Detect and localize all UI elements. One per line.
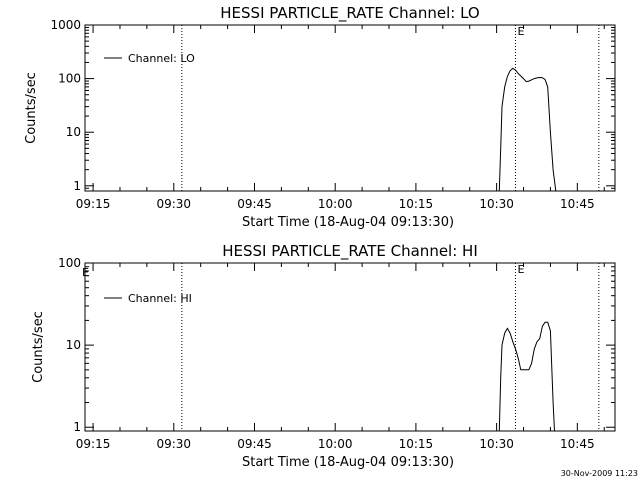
x-tick-label: 09:15 [76, 197, 111, 211]
y-tick-label: 100 [58, 72, 81, 86]
y-tick-label: 10 [66, 125, 81, 139]
x-tick-label: 09:45 [237, 437, 272, 451]
x-ticks: 09:15 09:30 09:45 10:00 10:15 10:30 10:45 [76, 263, 605, 451]
x-tick-label: 09:45 [237, 197, 272, 211]
event-marker-label: E [517, 25, 524, 38]
legend: Channel: LO [104, 52, 195, 65]
y-tick-label: 100 [58, 256, 81, 270]
y-axis-label: Counts/sec [31, 311, 46, 383]
corner-marker-label: E [82, 266, 89, 279]
markers: E [181, 25, 600, 191]
y-tick-label: 1000 [50, 18, 81, 32]
panel-lo: HESSI PARTICLE_RATE Channel: LO Counts/s… [24, 4, 616, 230]
x-axis-label: Start Time (18-Aug-04 09:13:30) [242, 455, 454, 470]
chart-title: HESSI PARTICLE_RATE Channel: HI [222, 242, 478, 261]
event-marker-label: E [517, 263, 524, 276]
series-line [498, 321, 555, 432]
x-tick-label: 09:15 [76, 437, 111, 451]
y-tick-label: 10 [66, 338, 81, 352]
y-axis-label: Counts/sec [24, 72, 39, 144]
x-tick-label: 10:00 [318, 437, 353, 451]
x-tick-label: 10:30 [479, 437, 514, 451]
legend-label: Channel: HI [128, 292, 192, 305]
series [498, 321, 555, 432]
y-tick-label: 1 [73, 420, 81, 434]
plot-frame [84, 262, 616, 432]
plot-frame [84, 24, 616, 192]
x-tick-label: 10:00 [318, 197, 353, 211]
x-tick-label: 10:45 [560, 437, 595, 451]
y-tick-label: 1 [73, 179, 81, 193]
series-line [498, 67, 557, 192]
panel-hi: HESSI PARTICLE_RATE Channel: HI Counts/s… [31, 242, 616, 470]
series [498, 67, 557, 192]
footer-timestamp: 30-Nov-2009 11:23 [561, 469, 638, 478]
x-tick-label: 10:30 [479, 197, 514, 211]
x-tick-label: 09:30 [156, 437, 191, 451]
chart-title: HESSI PARTICLE_RATE Channel: LO [220, 4, 479, 23]
y-ticks: 1 10 100 [58, 256, 615, 434]
x-axis-label: Start Time (18-Aug-04 09:13:30) [242, 215, 454, 230]
x-tick-label: 09:30 [156, 197, 191, 211]
y-ticks: 1 10 100 1000 [50, 18, 615, 193]
x-ticks: 09:15 09:30 09:45 10:00 10:15 10:30 10:45 [76, 25, 605, 211]
markers: E [181, 263, 600, 431]
legend-label: Channel: LO [128, 52, 195, 65]
x-tick-label: 10:15 [399, 437, 434, 451]
x-tick-label: 10:15 [399, 197, 434, 211]
x-tick-label: 10:45 [560, 197, 595, 211]
legend: Channel: HI [104, 292, 192, 305]
